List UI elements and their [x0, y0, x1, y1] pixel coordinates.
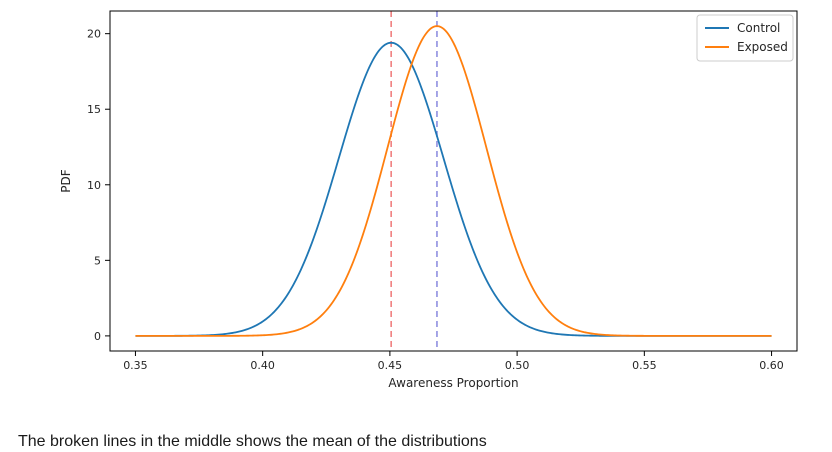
y-tick-label: 20 [87, 28, 101, 41]
chart-figure: 0.35 0.40 0.45 0.50 0.55 0.60 0 5 10 15 20 Awaren… [59, 10, 798, 390]
x-tick-label: 0.60 [759, 359, 784, 372]
x-tick-label: 0.35 [123, 359, 148, 372]
x-tick-label: 0.45 [378, 359, 403, 372]
series-line-control [135, 41, 772, 337]
series-line-exposed [135, 25, 772, 337]
mean-lines [390, 11, 438, 351]
x-tick-label: 0.40 [250, 359, 275, 372]
legend: Control Exposed [696, 14, 794, 62]
x-axis-ticks: 0.35 0.40 0.45 0.50 0.55 0.60 [123, 351, 784, 372]
y-tick-label: 0 [94, 330, 101, 343]
y-axis-ticks: 0 5 10 15 20 [87, 28, 110, 343]
x-tick-label: 0.50 [505, 359, 530, 372]
caption-text: The broken lines in the middle shows the… [18, 433, 487, 450]
y-tick-label: 10 [87, 179, 101, 192]
plot-frame [109, 10, 798, 352]
x-axis-label: Awareness Proportion [388, 376, 518, 390]
legend-label-control: Control [737, 21, 780, 35]
chart-svg: 0.35 0.40 0.45 0.50 0.55 0.60 0 5 10 15 20 Awaren… [59, 10, 798, 390]
y-axis-label: PDF [59, 169, 73, 192]
legend-box [696, 14, 794, 62]
series-lines [135, 25, 772, 337]
legend-label-exposed: Exposed [737, 40, 788, 54]
x-tick-label: 0.55 [632, 359, 657, 372]
y-tick-label: 5 [94, 254, 101, 267]
y-tick-label: 15 [87, 103, 101, 116]
